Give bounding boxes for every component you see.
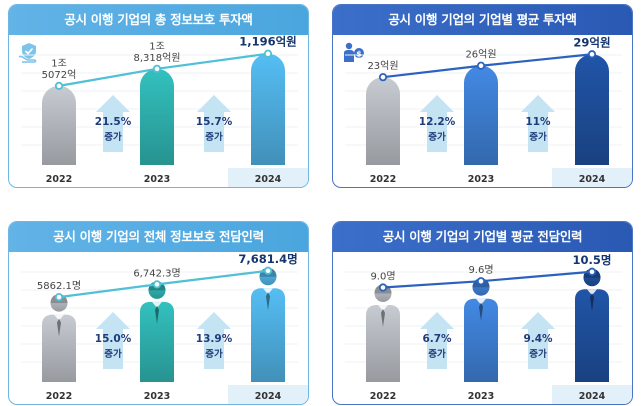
current-year-highlight <box>552 385 632 404</box>
bar-2024 <box>251 53 285 165</box>
growth-label: 증가 <box>428 131 446 143</box>
growth-percent: 9.4% <box>523 333 553 345</box>
trend-point-2023 <box>476 61 486 70</box>
value-label-2024: 2조1,196억원 <box>239 35 297 49</box>
growth-percent: 13.9% <box>196 333 233 345</box>
x-tick-2023: 2023 <box>468 391 494 402</box>
trend-point-2024 <box>587 50 597 59</box>
panel-title: 공시 이행 기업의 기업별 평균 투자액 <box>333 5 632 35</box>
growth-label: 증가 <box>104 348 122 360</box>
bar-2024 <box>251 267 285 382</box>
value-label-2022: 9.0명 <box>370 271 395 283</box>
value-label-2023: 1조 8,318억원 <box>133 41 180 64</box>
x-tick-2023: 2023 <box>468 174 494 185</box>
bar-2024 <box>575 54 609 165</box>
growth-label: 증가 <box>428 348 446 360</box>
current-year-highlight <box>552 168 632 187</box>
trend-point-2022 <box>54 81 64 90</box>
growth-label: 증가 <box>205 348 223 360</box>
growth-arrow-2: 13.9% 증가 <box>196 312 233 369</box>
growth-label: 증가 <box>529 348 547 360</box>
growth-label: 증가 <box>104 131 122 143</box>
bar-2023 <box>140 281 174 382</box>
bar-2023 <box>140 68 174 165</box>
current-year-highlight <box>228 385 308 404</box>
growth-percent: 21.5% <box>95 116 132 128</box>
panel-title: 공시 이행 기업의 총 정보보호 투자액 <box>9 5 308 35</box>
trend-point-2022 <box>378 73 388 82</box>
panel-title: 공시 이행 기업의 기업별 평균 전담인력 <box>333 222 632 252</box>
growth-arrow-2: 15.7% 증가 <box>196 95 233 152</box>
bar-2022 <box>366 77 400 165</box>
x-tick-2022: 2022 <box>370 391 396 402</box>
value-label-2022: 1조 5072억 <box>42 58 77 81</box>
chart-svg: 15.0% 증가 13.9% 증가 5862.1명 6,742.3명 7,681.4명 202… <box>21 252 308 404</box>
current-year-highlight <box>228 168 308 187</box>
growth-percent: 12.2% <box>419 116 456 128</box>
trend-point-2024 <box>263 266 273 275</box>
trend-point-2022 <box>54 293 64 302</box>
value-label-2023: 6,742.3명 <box>133 267 180 279</box>
bar-2022 <box>42 85 76 165</box>
chart-panel-average-investment: 공시 이행 기업의 기업별 평균 투자액 $12.2% 증가 11% 증가 23억원 26… <box>332 4 633 188</box>
x-tick-2023: 2023 <box>144 174 170 185</box>
trend-point-2023 <box>476 277 486 286</box>
growth-arrow-2: 9.4% 증가 <box>521 312 555 369</box>
growth-percent: 15.7% <box>196 116 233 128</box>
x-tick-2024: 2024 <box>579 391 606 402</box>
x-tick-2024: 2024 <box>255 174 282 185</box>
chart-svg: 6.7% 증가 9.4% 증가 9.0명 9.6명 10.5명 2022 2023 2024 <box>345 253 632 404</box>
growth-arrow-2: 11% 증가 <box>521 95 555 152</box>
value-label-2023: 26억원 <box>465 49 496 61</box>
panel-title: 공시 이행 기업의 전체 정보보호 전담인력 <box>9 222 308 252</box>
growth-percent: 15.0% <box>95 333 132 345</box>
value-label-2024: 10.5명 <box>573 253 612 267</box>
trend-point-2023 <box>152 280 162 289</box>
bar-2022 <box>42 294 76 382</box>
trend-point-2023 <box>152 64 162 73</box>
trend-point-2024 <box>587 267 597 276</box>
x-tick-2024: 2024 <box>579 174 606 185</box>
shield-hand-icon <box>18 43 37 63</box>
x-tick-2022: 2022 <box>370 174 396 185</box>
growth-arrow-1: 15.0% 증가 <box>95 312 132 369</box>
x-tick-2023: 2023 <box>144 391 170 402</box>
growth-arrow-1: 6.7% 증가 <box>420 312 454 369</box>
bar-2023 <box>464 278 498 382</box>
chart-panel-average-personnel: 공시 이행 기업의 기업별 평균 전담인력 6.7% 증가 9.4% 증가 9.0명 9.… <box>332 221 633 405</box>
trend-point-2024 <box>263 49 273 58</box>
value-label-2023: 9.6명 <box>468 264 493 276</box>
bar-2022 <box>366 284 400 382</box>
person-money-icon: $ <box>344 42 364 62</box>
chart-panel-total-investment: 공시 이행 기업의 총 정보보호 투자액 21.5% 증가 15.7% 증가 1조 507… <box>8 4 309 188</box>
x-tick-2022: 2022 <box>46 174 72 185</box>
growth-arrow-1: 21.5% 증가 <box>95 95 132 152</box>
value-label-2022: 5862.1명 <box>37 280 81 292</box>
value-label-2024: 29억원 <box>573 35 610 49</box>
svg-text:$: $ <box>356 49 362 58</box>
x-tick-2022: 2022 <box>46 391 72 402</box>
growth-label: 증가 <box>529 131 547 143</box>
growth-percent: 11% <box>525 116 551 128</box>
chart-svg: $12.2% 증가 11% 증가 23억원 26억원 29억원 2022 2023 2024 <box>344 35 632 187</box>
trend-point-2022 <box>378 283 388 292</box>
growth-label: 증가 <box>205 131 223 143</box>
chart-panel-total-personnel: 공시 이행 기업의 전체 정보보호 전담인력 15.0% 증가 13.9% 증가 586… <box>8 221 309 405</box>
bar-2024 <box>575 268 609 382</box>
growth-arrow-1: 12.2% 증가 <box>419 95 456 152</box>
growth-percent: 6.7% <box>422 333 452 345</box>
value-label-2024: 7,681.4명 <box>238 252 297 266</box>
bar-2023 <box>464 65 498 165</box>
x-tick-2024: 2024 <box>255 391 282 402</box>
value-label-2022: 23억원 <box>367 60 398 72</box>
